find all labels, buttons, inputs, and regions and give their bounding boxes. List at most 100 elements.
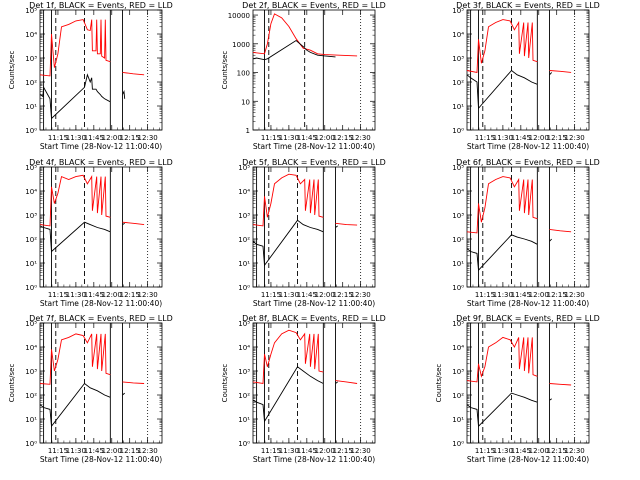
y-tick-label: 10³ xyxy=(452,368,464,376)
x-tick-label: 11:30 xyxy=(66,134,86,142)
y-tick-label: 10⁴ xyxy=(452,31,464,39)
panel-title: Det 3f, BLACK = Events, RED = LLD xyxy=(456,1,600,10)
x-tick-label: 12:15 xyxy=(333,134,353,142)
y-tick-label: 10⁰ xyxy=(25,440,37,448)
plot-frame xyxy=(39,9,163,131)
x-tick-label: 11:15 xyxy=(48,447,68,455)
y-tick-label: 100 xyxy=(237,70,250,78)
y-tick-label: 10⁰ xyxy=(238,440,250,448)
lld-series-line xyxy=(39,333,111,385)
y-tick-label: 10² xyxy=(238,392,250,400)
events-series-line xyxy=(252,366,324,423)
y-tick-label: 10⁴ xyxy=(238,188,250,196)
plot-frame xyxy=(252,322,376,444)
y-tick-label: 10000 xyxy=(228,12,250,20)
y-tick-label: 10² xyxy=(25,79,37,87)
y-tick-label: 10² xyxy=(452,392,464,400)
lld-series-line xyxy=(466,176,538,234)
x-tick-label: 11:15 xyxy=(475,291,495,299)
x-tick-label: 12:30 xyxy=(351,134,371,142)
events-series-line xyxy=(549,238,553,242)
panel-det-6: Det 6f, BLACK = Events, RED = LLD 10⁰ 10¹ 1… xyxy=(452,158,600,308)
y-tick-label: 1 xyxy=(246,127,250,135)
x-tick-label: 11:30 xyxy=(493,134,513,142)
lld-series-line xyxy=(122,71,145,76)
x-tick-label: 12:00 xyxy=(102,291,122,299)
y-tick-label: 10¹ xyxy=(25,103,37,111)
plot-frame xyxy=(252,9,376,131)
plot-frame xyxy=(466,166,590,288)
x-tick-label: 12:00 xyxy=(102,447,122,455)
y-tick-label: 10⁴ xyxy=(25,344,37,352)
x-tick-label: 12:00 xyxy=(315,134,335,142)
panel-title: Det 5f, BLACK = Events, RED = LLD xyxy=(242,158,386,167)
y-tick-label: 10³ xyxy=(25,368,37,376)
y-tick-label: 10⁵ xyxy=(25,164,37,172)
plot-frame xyxy=(252,166,376,288)
x-tick-label: 11:30 xyxy=(66,291,86,299)
x-tick-label: 11:45 xyxy=(84,134,104,142)
panel-title: Det 8f, BLACK = Events, RED = LLD xyxy=(242,314,386,323)
x-tick-label: 11:15 xyxy=(475,134,495,142)
panel-det-7: Det 7f, BLACK = Events, RED = LLD 10⁰ 10¹ 1… xyxy=(8,314,173,464)
x-tick-label: 11:30 xyxy=(493,291,513,299)
x-tick-label: 11:15 xyxy=(261,134,281,142)
x-tick-label: 12:00 xyxy=(102,134,122,142)
x-axis-label: Start Time (28-Nov-12 11:00:40) xyxy=(40,142,162,151)
y-axis-label: Counts/sec xyxy=(221,51,229,90)
events-series-line xyxy=(39,73,111,120)
lld-series-line xyxy=(466,19,538,73)
y-axis-label: Counts/sec xyxy=(8,364,16,403)
plot-frame xyxy=(466,9,590,131)
panel-det-3: Det 3f, BLACK = Events, RED = LLD 10⁰ 10¹ 1… xyxy=(452,1,600,151)
y-tick-label: 10² xyxy=(452,236,464,244)
lld-series-line xyxy=(549,70,572,73)
lld-series-line xyxy=(335,222,358,226)
x-tick-label: 11:45 xyxy=(84,447,104,455)
y-tick-label: 10³ xyxy=(238,368,250,376)
y-tick-label: 10⁴ xyxy=(25,31,37,39)
y-tick-label: 10⁰ xyxy=(238,284,250,292)
events-series-line xyxy=(39,382,111,428)
y-tick-label: 10⁰ xyxy=(25,127,37,135)
y-tick-label: 10¹ xyxy=(452,260,464,268)
events-series-line xyxy=(122,90,126,99)
x-tick-label: 12:15 xyxy=(120,134,140,142)
lld-series-line xyxy=(122,381,145,384)
x-tick-label: 12:00 xyxy=(529,291,549,299)
y-tick-label: 10⁰ xyxy=(452,127,464,135)
lld-series-line xyxy=(549,228,572,233)
x-tick-label: 11:45 xyxy=(84,291,104,299)
events-series-line xyxy=(335,225,338,228)
x-axis-label: Start Time (28-Nov-12 11:00:40) xyxy=(253,142,375,151)
y-tick-label: 10¹ xyxy=(452,103,464,111)
plot-frame xyxy=(39,322,163,444)
plot-frame xyxy=(466,322,590,444)
panel-title: Det 2f, BLACK = Events, RED = LLD xyxy=(242,1,386,10)
panel-det-8: Det 8f, BLACK = Events, RED = LLD 10⁰ 10¹ 1… xyxy=(221,314,386,464)
y-tick-label: 10⁴ xyxy=(452,344,464,352)
y-tick-label: 1000 xyxy=(232,41,250,49)
lld-series-line xyxy=(466,336,538,383)
x-axis-label: Start Time (28-Nov-12 11:00:40) xyxy=(253,299,375,308)
events-series-line xyxy=(466,392,538,428)
x-axis-label: Start Time (28-Nov-12 11:00:40) xyxy=(467,455,589,464)
x-tick-label: 11:30 xyxy=(279,291,299,299)
x-axis-label: Start Time (28-Nov-12 11:00:40) xyxy=(40,455,162,464)
x-tick-label: 12:30 xyxy=(565,447,585,455)
lld-series-line xyxy=(252,173,324,227)
y-tick-label: 10¹ xyxy=(452,416,464,424)
lld-series-line xyxy=(39,19,111,77)
y-tick-label: 10³ xyxy=(452,212,464,220)
x-tick-label: 12:15 xyxy=(120,291,140,299)
x-tick-label: 11:30 xyxy=(66,447,86,455)
events-series-line xyxy=(466,234,538,272)
y-tick-label: 10³ xyxy=(25,212,37,220)
x-tick-label: 12:30 xyxy=(351,291,371,299)
events-series-line xyxy=(122,222,125,225)
x-tick-label: 12:30 xyxy=(138,291,158,299)
x-tick-label: 11:15 xyxy=(48,291,68,299)
y-tick-label: 10² xyxy=(452,79,464,87)
x-tick-label: 12:00 xyxy=(315,291,335,299)
y-tick-label: 10⁴ xyxy=(25,188,37,196)
